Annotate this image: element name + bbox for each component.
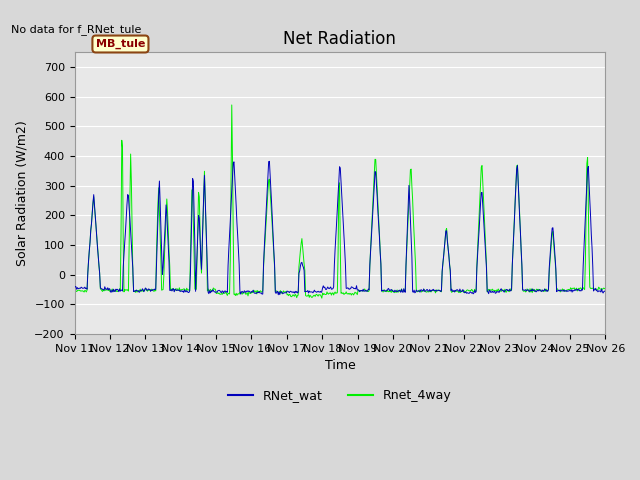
Y-axis label: Solar Radiation (W/m2): Solar Radiation (W/m2) <box>16 120 29 266</box>
Text: MB_tule: MB_tule <box>96 39 145 49</box>
Text: No data for f_RNet_tule: No data for f_RNet_tule <box>11 24 141 35</box>
X-axis label: Time: Time <box>324 360 355 372</box>
Legend: RNet_wat, Rnet_4way: RNet_wat, Rnet_4way <box>223 384 457 407</box>
Title: Net Radiation: Net Radiation <box>284 30 396 48</box>
